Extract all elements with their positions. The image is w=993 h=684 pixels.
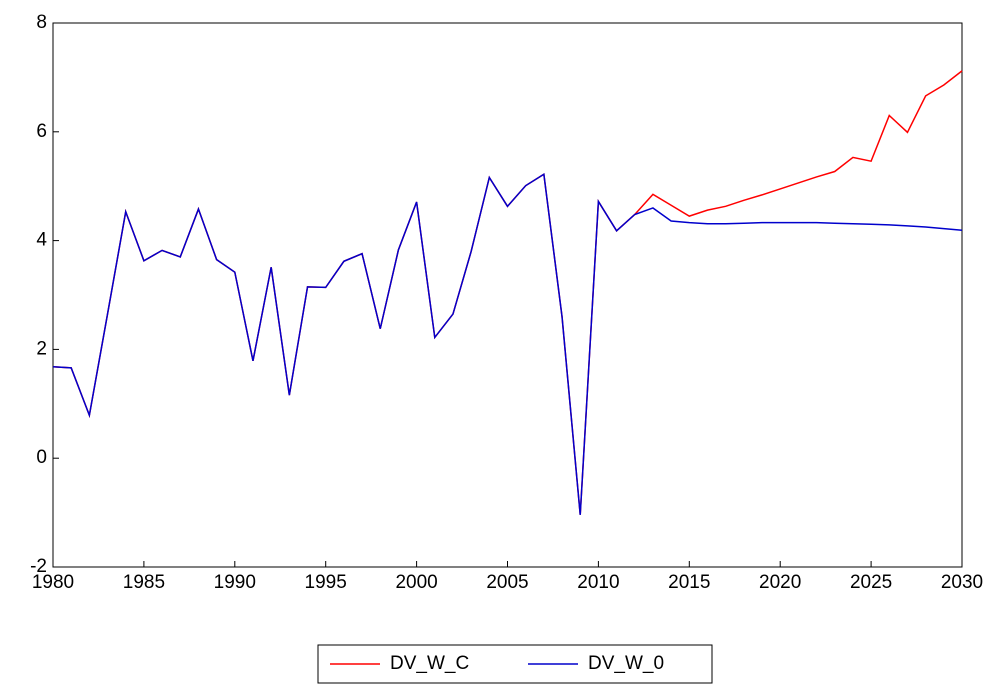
- x-tick-label: 2030: [941, 572, 983, 593]
- x-tick-label: 1995: [305, 572, 347, 593]
- x-tick-label: 2025: [850, 572, 892, 593]
- x-tick-label: 2020: [759, 572, 801, 593]
- y-tick-label: -2: [30, 556, 47, 577]
- y-tick-label: 2: [36, 338, 47, 359]
- x-tick-label: 2000: [395, 572, 437, 593]
- y-tick-label: 0: [36, 447, 47, 468]
- x-tick-label: 2010: [577, 572, 619, 593]
- legend-box: [317, 644, 713, 684]
- plot-frame: [52, 22, 963, 568]
- x-tick-label: 2015: [668, 572, 710, 593]
- y-tick-label: 6: [36, 121, 47, 142]
- series-line: [52, 172, 963, 515]
- x-tick-label: 1990: [214, 572, 256, 593]
- x-tick-label: 1985: [123, 572, 165, 593]
- y-tick-label: 4: [36, 230, 47, 251]
- y-tick-label: 8: [36, 12, 47, 33]
- x-tick-label: 1980: [32, 572, 74, 593]
- legend-label: DV_W_C: [390, 653, 469, 674]
- legend-label: DV_W_0: [588, 653, 664, 674]
- x-tick-label: 2005: [486, 572, 528, 593]
- series-line: [52, 70, 963, 515]
